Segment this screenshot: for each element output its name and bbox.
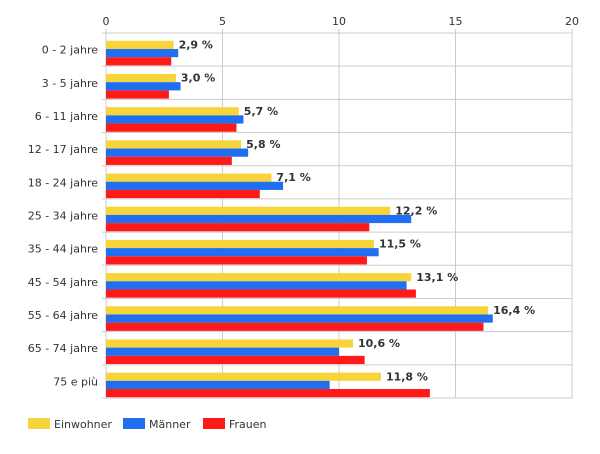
- bar-einwohner: [106, 107, 239, 116]
- data-label: 12,2 %: [395, 204, 437, 217]
- bar-m-nner: [106, 380, 330, 390]
- x-tick-label: 5: [219, 15, 226, 28]
- bar-m-nner: [106, 148, 249, 157]
- category-label: 0 - 2 jahre: [42, 44, 99, 57]
- x-tick-label: 20: [565, 15, 579, 28]
- bar-einwohner: [106, 239, 374, 249]
- data-label: 7,1 %: [276, 171, 310, 184]
- x-tick-label: 10: [332, 15, 346, 28]
- category-label: 25 - 34 jahre: [28, 210, 99, 223]
- bar-frauen: [106, 123, 237, 132]
- bar-m-nner: [106, 181, 284, 190]
- bar-einwohner: [106, 173, 272, 182]
- bar-frauen: [106, 156, 232, 165]
- data-label: 10,6 %: [358, 337, 400, 350]
- bar-m-nner: [106, 82, 181, 91]
- bar-m-nner: [106, 347, 339, 356]
- bar-einwohner: [106, 73, 176, 83]
- legend-swatch: [203, 418, 225, 429]
- bar-frauen: [106, 322, 484, 331]
- bar-frauen: [106, 223, 370, 232]
- data-label: 5,8 %: [246, 138, 280, 151]
- data-label: 11,5 %: [379, 238, 421, 251]
- category-label: 18 - 24 jahre: [28, 176, 99, 189]
- bar-frauen: [106, 289, 416, 298]
- data-label: 5,7 %: [244, 105, 278, 118]
- bar-m-nner: [106, 115, 244, 124]
- bar-frauen: [106, 389, 430, 398]
- data-label: 3,0 %: [181, 72, 215, 85]
- bar-m-nner: [106, 49, 179, 58]
- category-label: 35 - 44 jahre: [28, 243, 99, 256]
- bar-m-nner: [106, 281, 407, 290]
- bar-einwohner: [106, 206, 391, 215]
- bar-frauen: [106, 355, 365, 365]
- bar-einwohner: [106, 273, 412, 282]
- category-label: 45 - 54 jahre: [28, 276, 99, 289]
- bar-m-nner: [106, 214, 412, 224]
- bar-frauen: [106, 90, 169, 99]
- data-label: 16,4 %: [493, 304, 535, 317]
- bar-m-nner: [106, 248, 379, 257]
- bar-einwohner: [106, 40, 174, 49]
- data-label: 13,1 %: [416, 271, 458, 284]
- x-tick-label: 0: [103, 15, 110, 28]
- legend-label: Männer: [149, 418, 191, 431]
- category-label: 55 - 64 jahre: [28, 309, 99, 322]
- legend-label: Frauen: [229, 418, 267, 431]
- category-label: 75 e più: [53, 375, 98, 388]
- data-label: 11,8 %: [386, 370, 428, 383]
- bar-frauen: [106, 57, 172, 66]
- category-label: 6 - 11 jahre: [35, 110, 99, 123]
- bar-frauen: [106, 256, 367, 265]
- bar-m-nner: [106, 314, 493, 323]
- x-tick-label: 15: [449, 15, 463, 28]
- legend-swatch: [123, 418, 145, 429]
- category-label: 12 - 17 jahre: [28, 143, 99, 156]
- bar-einwohner: [106, 140, 242, 149]
- category-label: 65 - 74 jahre: [28, 342, 99, 355]
- legend-label: Einwohner: [54, 418, 112, 431]
- bar-einwohner: [106, 339, 353, 348]
- bar-einwohner: [106, 306, 489, 315]
- bar-einwohner: [106, 372, 381, 381]
- data-label: 2,9 %: [179, 39, 213, 52]
- bar-frauen: [106, 189, 260, 199]
- legend-swatch: [28, 418, 50, 429]
- category-label: 3 - 5 jahre: [42, 77, 99, 90]
